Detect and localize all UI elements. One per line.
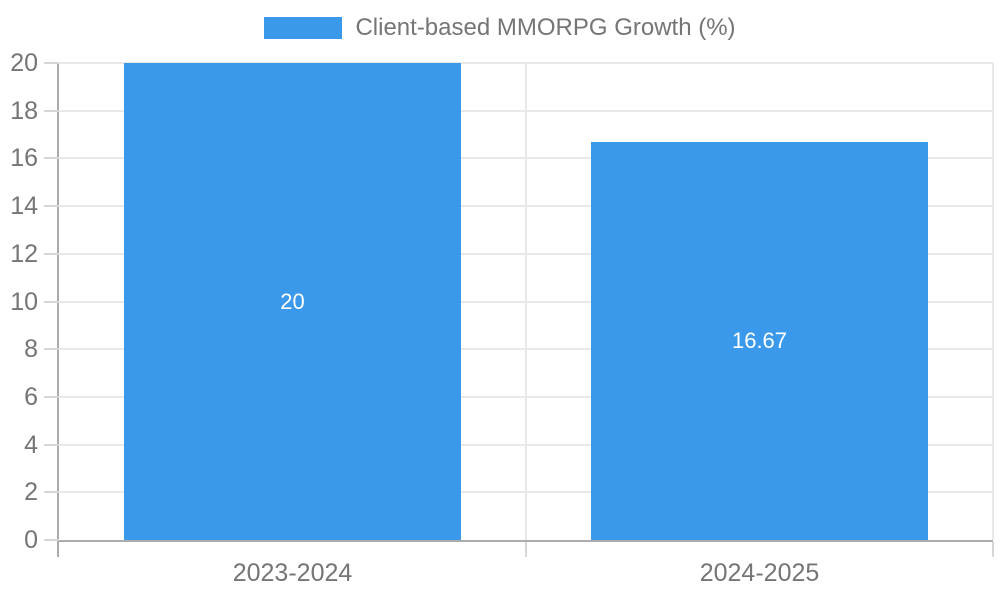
- plot-area: 20 16.67: [57, 62, 994, 542]
- y-tick-mark: [44, 348, 59, 351]
- y-tick-label: 12: [10, 239, 38, 268]
- y-tick-mark: [44, 62, 59, 64]
- chart-legend[interactable]: Client-based MMORPG Growth (%): [0, 14, 1000, 42]
- y-tick-mark: [44, 395, 59, 398]
- y-tick-label: 6: [24, 382, 38, 411]
- y-tick-label: 16: [10, 144, 38, 173]
- category-gridline: [525, 63, 527, 540]
- y-tick-label: 0: [24, 526, 38, 554]
- y-tick-label: 18: [10, 96, 38, 125]
- x-axis-label: 2024-2025: [699, 559, 820, 587]
- x-axis-label: 2023-2024: [232, 559, 353, 587]
- y-tick-label: 8: [24, 335, 38, 364]
- x-tick-mark: [992, 542, 994, 557]
- y-tick-mark: [44, 109, 59, 112]
- y-tick-label: 10: [10, 287, 38, 316]
- x-tick-mark: [57, 542, 59, 557]
- y-tick-mark: [44, 443, 59, 446]
- category-gridline: [992, 63, 994, 540]
- legend-label: Client-based MMORPG Growth (%): [355, 14, 736, 41]
- y-tick-mark: [44, 491, 59, 494]
- bar-2023-2024[interactable]: [124, 63, 461, 540]
- y-tick-label: 20: [10, 49, 38, 77]
- y-tick-label: 4: [24, 430, 38, 459]
- y-tick-label: 14: [10, 192, 38, 221]
- y-tick-mark: [44, 252, 59, 255]
- y-tick-mark: [44, 300, 59, 303]
- y-tick-mark: [44, 539, 59, 541]
- bar-2024-2025[interactable]: [591, 142, 928, 540]
- y-tick-mark: [44, 205, 59, 208]
- x-tick-mark: [525, 542, 527, 557]
- legend-swatch-icon: [264, 17, 343, 39]
- y-tick-label: 2: [24, 478, 38, 507]
- y-tick-mark: [44, 157, 59, 160]
